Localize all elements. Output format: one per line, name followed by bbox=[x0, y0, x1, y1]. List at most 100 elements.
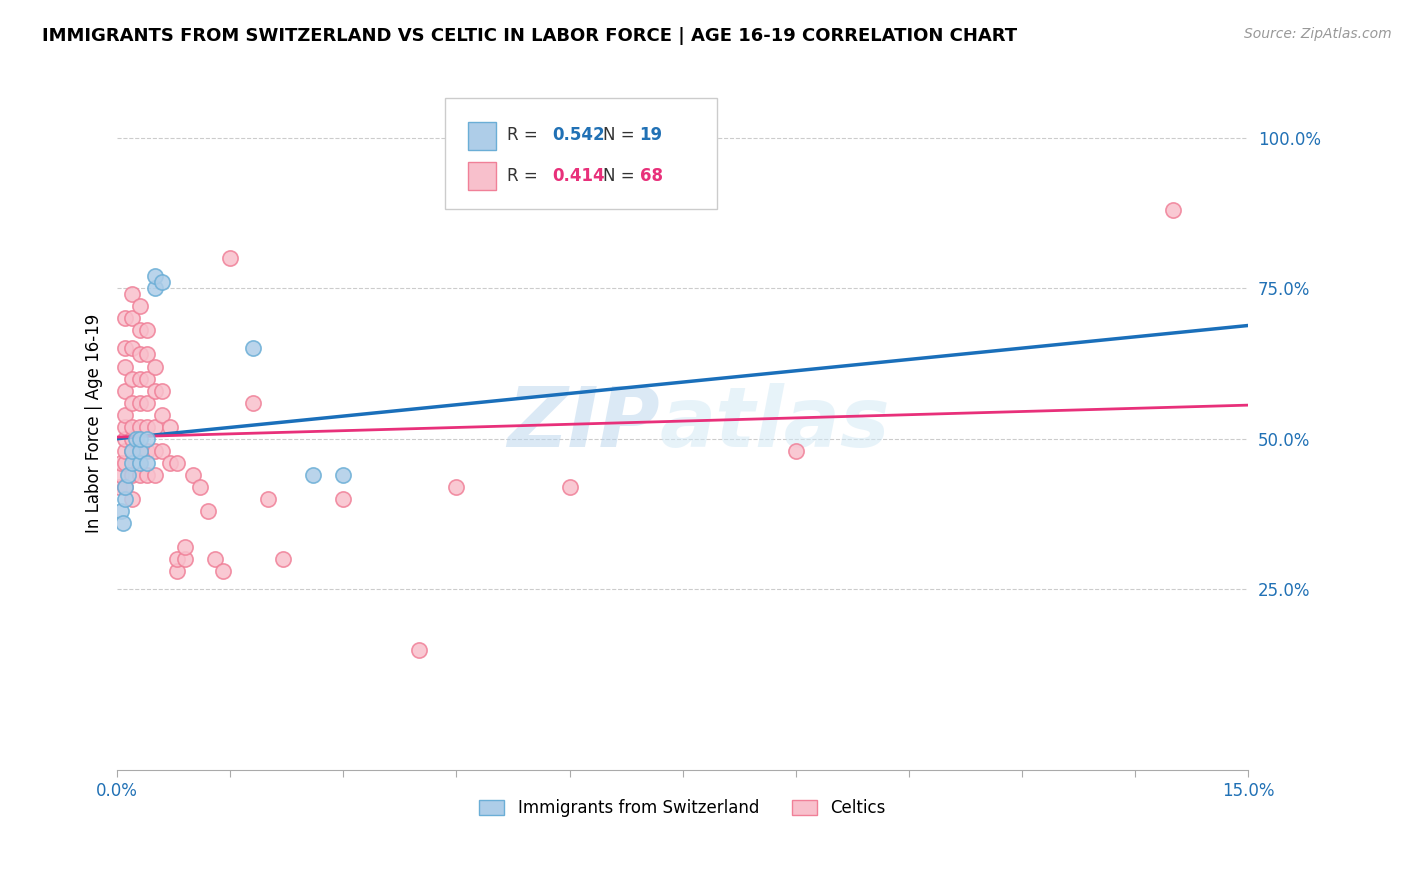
Point bbox=[174, 540, 197, 554]
Point bbox=[121, 467, 143, 482]
Point bbox=[114, 443, 136, 458]
Point bbox=[114, 419, 136, 434]
Point bbox=[143, 269, 166, 284]
Point bbox=[110, 504, 132, 518]
Point bbox=[197, 504, 219, 518]
Text: N =: N = bbox=[603, 126, 640, 144]
FancyBboxPatch shape bbox=[468, 122, 496, 150]
Point bbox=[128, 432, 150, 446]
Point bbox=[128, 443, 150, 458]
Point bbox=[166, 456, 188, 470]
Point bbox=[121, 432, 143, 446]
Point bbox=[128, 443, 150, 458]
Point bbox=[128, 371, 150, 385]
Point bbox=[143, 419, 166, 434]
Point bbox=[114, 480, 136, 494]
Point bbox=[121, 443, 143, 458]
Point bbox=[181, 467, 204, 482]
Point bbox=[114, 342, 136, 356]
Y-axis label: In Labor Force | Age 16-19: In Labor Force | Age 16-19 bbox=[86, 314, 103, 533]
Point bbox=[558, 480, 581, 494]
Point bbox=[136, 467, 159, 482]
Point bbox=[152, 443, 174, 458]
Point bbox=[143, 359, 166, 374]
Point bbox=[114, 432, 136, 446]
Point bbox=[143, 384, 166, 398]
Point bbox=[128, 456, 150, 470]
Point bbox=[110, 467, 132, 482]
Point bbox=[136, 419, 159, 434]
Point bbox=[446, 480, 468, 494]
Point bbox=[166, 564, 188, 578]
Text: 0.414: 0.414 bbox=[553, 167, 605, 185]
Point bbox=[121, 371, 143, 385]
Point bbox=[108, 480, 131, 494]
Point bbox=[121, 311, 143, 326]
Point bbox=[159, 456, 181, 470]
Point bbox=[332, 467, 354, 482]
Text: 19: 19 bbox=[640, 126, 662, 144]
Point bbox=[136, 323, 159, 337]
Point bbox=[143, 467, 166, 482]
Point bbox=[114, 359, 136, 374]
Point bbox=[136, 347, 159, 361]
Point bbox=[121, 419, 143, 434]
Point bbox=[143, 443, 166, 458]
Point bbox=[159, 419, 181, 434]
Point bbox=[121, 491, 143, 506]
Point bbox=[117, 467, 139, 482]
Point bbox=[257, 491, 280, 506]
Point bbox=[152, 408, 174, 422]
Point bbox=[174, 552, 197, 566]
Point bbox=[152, 384, 174, 398]
Point bbox=[136, 443, 159, 458]
Point bbox=[785, 443, 807, 458]
Point bbox=[128, 395, 150, 409]
Point bbox=[332, 491, 354, 506]
Text: N =: N = bbox=[603, 167, 640, 185]
FancyBboxPatch shape bbox=[468, 162, 496, 190]
Point bbox=[408, 642, 430, 657]
Point bbox=[128, 347, 150, 361]
Text: ZIP: ZIP bbox=[508, 384, 659, 464]
Point bbox=[136, 395, 159, 409]
Point bbox=[112, 516, 135, 530]
Point bbox=[128, 467, 150, 482]
Point bbox=[136, 371, 159, 385]
Point bbox=[1161, 202, 1184, 217]
Text: atlas: atlas bbox=[659, 384, 890, 464]
Point bbox=[121, 395, 143, 409]
Point bbox=[121, 287, 143, 301]
Point bbox=[128, 419, 150, 434]
Point bbox=[188, 480, 211, 494]
Point bbox=[271, 552, 294, 566]
Text: Source: ZipAtlas.com: Source: ZipAtlas.com bbox=[1244, 27, 1392, 41]
Point bbox=[136, 432, 159, 446]
Point bbox=[114, 311, 136, 326]
Point bbox=[143, 281, 166, 295]
Point bbox=[242, 395, 264, 409]
Legend: Immigrants from Switzerland, Celtics: Immigrants from Switzerland, Celtics bbox=[472, 793, 893, 824]
FancyBboxPatch shape bbox=[446, 98, 717, 209]
Text: R =: R = bbox=[508, 126, 543, 144]
Text: R =: R = bbox=[508, 167, 543, 185]
Point bbox=[242, 342, 264, 356]
Point bbox=[136, 456, 159, 470]
Point bbox=[114, 480, 136, 494]
Point bbox=[128, 323, 150, 337]
Point bbox=[121, 342, 143, 356]
Point bbox=[128, 299, 150, 313]
Point bbox=[219, 251, 242, 265]
Point bbox=[114, 384, 136, 398]
Text: IMMIGRANTS FROM SWITZERLAND VS CELTIC IN LABOR FORCE | AGE 16-19 CORRELATION CHA: IMMIGRANTS FROM SWITZERLAND VS CELTIC IN… bbox=[42, 27, 1018, 45]
Point bbox=[121, 443, 143, 458]
Text: 68: 68 bbox=[640, 167, 662, 185]
Text: 0.542: 0.542 bbox=[553, 126, 605, 144]
Point bbox=[166, 552, 188, 566]
Point bbox=[204, 552, 226, 566]
Point bbox=[125, 432, 148, 446]
Point bbox=[114, 456, 136, 470]
Point bbox=[114, 408, 136, 422]
Point bbox=[302, 467, 325, 482]
Point bbox=[121, 456, 143, 470]
